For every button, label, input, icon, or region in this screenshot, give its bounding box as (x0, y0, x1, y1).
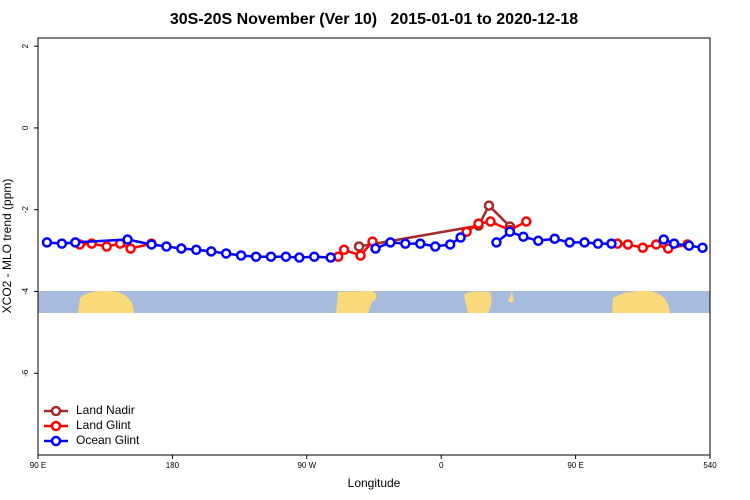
data-point (455, 232, 466, 243)
data-point (579, 237, 590, 248)
data-point (429, 241, 441, 252)
land-shape (508, 291, 514, 302)
data-point (146, 239, 157, 250)
legend-label: Land Nadir (76, 403, 135, 417)
data-point (56, 238, 68, 249)
series-line (358, 203, 511, 248)
y-tick-label: -2 (21, 206, 30, 214)
legend-marker (50, 435, 62, 447)
data-point (697, 242, 708, 253)
legend-label: Ocean Glint (76, 433, 140, 447)
data-point (338, 244, 350, 256)
data-point (235, 250, 247, 261)
land-shape (464, 291, 492, 313)
plot-frame (37, 37, 711, 456)
data-point (176, 243, 187, 254)
data-point (355, 250, 366, 261)
data-point (549, 233, 560, 244)
data-point (650, 239, 662, 250)
data-point (325, 252, 336, 263)
land-shape (612, 290, 670, 313)
series-line (79, 220, 688, 258)
data-point (658, 234, 669, 245)
data-point (385, 237, 396, 248)
data-point (668, 238, 680, 249)
data-point (485, 216, 496, 227)
data-point (250, 251, 262, 262)
y-tick-label: 2 (21, 43, 30, 48)
y-tick-label: 0 (21, 125, 30, 130)
ocean-band (38, 291, 710, 313)
data-point (41, 237, 53, 248)
data-point (521, 216, 532, 227)
data-point (265, 251, 277, 262)
data-point (400, 238, 411, 249)
data-point (518, 231, 529, 242)
data-point (205, 246, 217, 257)
data-point (353, 241, 365, 252)
legend-marker (50, 420, 62, 432)
data-point (309, 251, 320, 262)
data-point (592, 238, 604, 249)
x-tick-label: 90 W (297, 461, 316, 470)
x-axis-label: Longitude (348, 476, 401, 490)
data-point (606, 238, 617, 249)
data-point (370, 243, 381, 254)
legend-marker (50, 405, 62, 417)
data-point (483, 200, 495, 211)
data-point (101, 241, 112, 252)
map-band (38, 290, 710, 313)
legend-label: Land Glint (76, 418, 131, 432)
data-point (564, 237, 575, 248)
land-shape (78, 290, 134, 313)
data-point (444, 239, 456, 250)
x-tick-label: 540 (703, 461, 717, 470)
data-point (491, 237, 502, 248)
data-point (161, 241, 172, 252)
data-point (70, 237, 81, 248)
data-point (280, 251, 292, 262)
data-point (533, 235, 544, 247)
y-axis-label: XCO2 - MLO trend (ppm) (0, 179, 14, 314)
y-tick-label: -6 (21, 369, 30, 377)
data-point (683, 240, 695, 251)
data-point (125, 243, 136, 254)
data-point (461, 226, 472, 238)
data-point (220, 248, 232, 259)
x-tick-label: 90 E (30, 461, 46, 470)
data-point (122, 234, 133, 245)
data-point (294, 252, 305, 263)
x-tick-label: 180 (166, 461, 180, 470)
land-shape (336, 291, 377, 313)
data-point (637, 242, 649, 253)
x-tick-label: 90 E (567, 461, 583, 470)
chart-title: 30S-20S November (Ver 10) 2015-01-01 to … (170, 11, 578, 28)
data-point (504, 226, 516, 238)
data-point (415, 238, 426, 249)
data-point (622, 239, 634, 250)
data-point (473, 218, 484, 229)
y-tick-label: -4 (21, 287, 30, 295)
data-point (191, 244, 202, 256)
x-tick-label: 0 (439, 461, 444, 470)
